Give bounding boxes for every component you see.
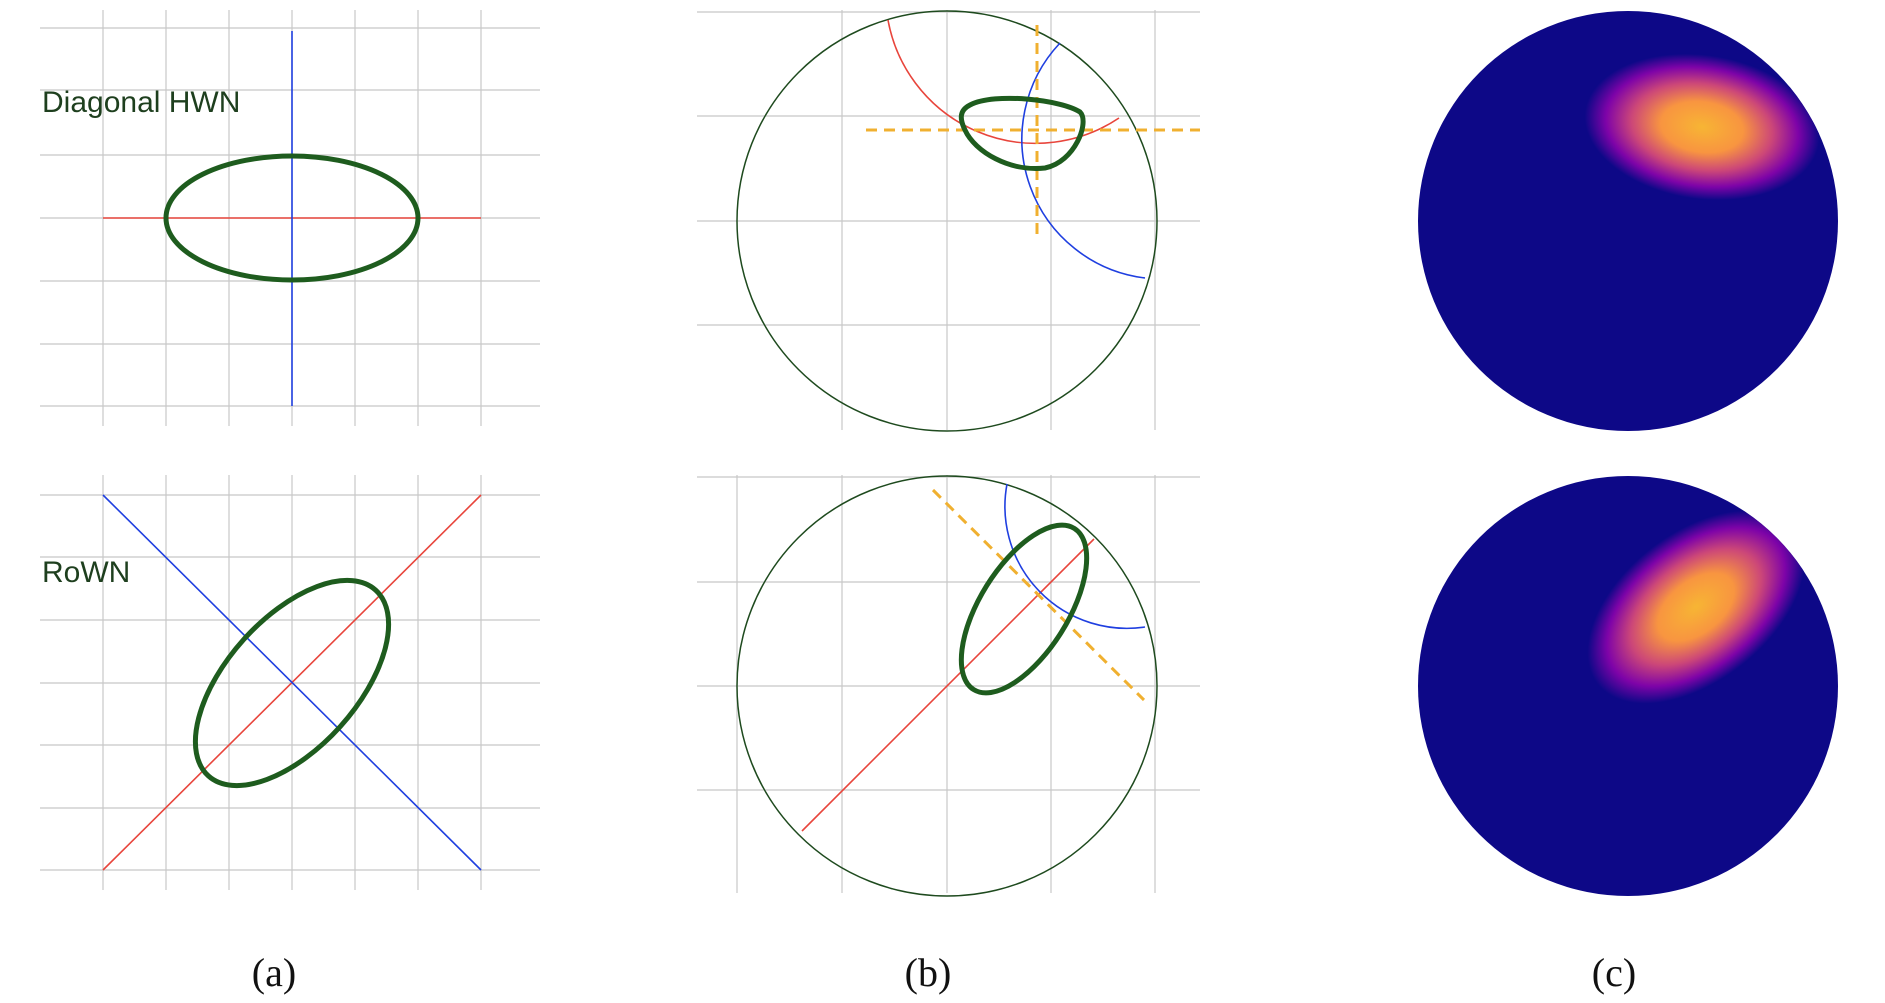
panel-b-bottom [697,475,1200,897]
grid-b-top [697,10,1200,430]
row-label-rown: RoWN [42,556,130,589]
density-blob-c-bottom [1587,510,1805,704]
poincare-disk-b-bottom [736,475,1158,897]
ellipse-b-bottom [958,522,1090,696]
red-geodesic-b-bottom [801,538,1095,832]
grid-b-bottom [697,475,1200,893]
grid-a-bottom [40,475,540,890]
panel-b-top [697,10,1200,432]
blue-geodesic-b-top [1021,42,1146,279]
poincare-disk-b-top [736,10,1158,432]
ellipse-a-top [163,153,421,283]
caption-a: (a) [252,950,296,995]
ellipse-a-bottom [192,577,392,789]
row-label-diagonal-hwn: Diagonal HWN [42,86,240,119]
panel-a-top: Diagonal HWN [40,10,540,426]
caption-c: (c) [1592,950,1636,995]
panel-a-bottom: RoWN [40,475,540,890]
ellipse-b-top [958,95,1086,171]
panel-c-bottom [1418,476,1838,896]
tangent-dash-b-bottom [931,488,1146,702]
panel-c-top [1418,11,1838,431]
caption-b: (b) [905,950,952,995]
blue-axis-a-bottom [102,494,482,871]
blue-geodesic-b-bottom [1004,483,1146,630]
density-blob-c-top [1584,53,1820,201]
